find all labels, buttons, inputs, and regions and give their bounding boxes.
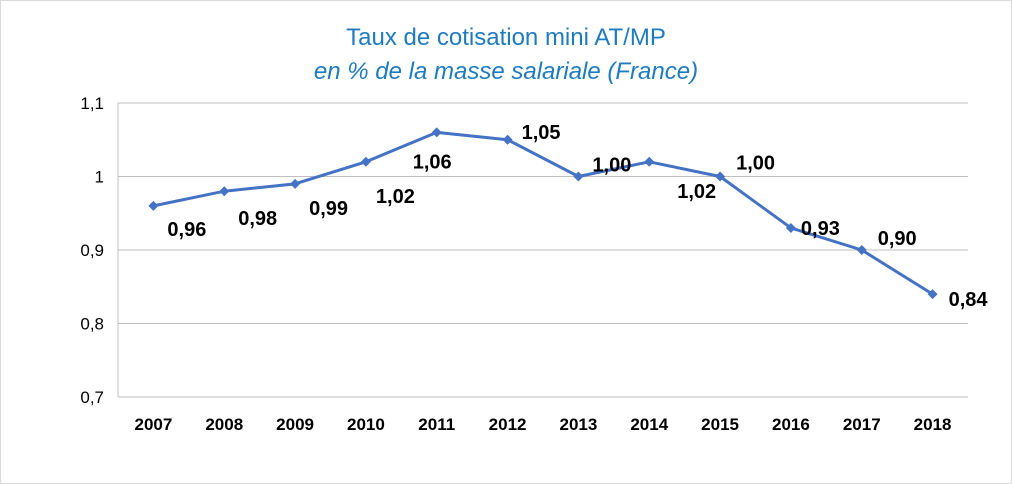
x-tick-label: 2017 bbox=[843, 415, 881, 434]
y-tick-label: 1 bbox=[95, 168, 104, 187]
data-point-marker bbox=[785, 222, 796, 233]
series-line bbox=[153, 130, 934, 296]
x-tick-label: 2013 bbox=[560, 415, 598, 434]
y-tick-label: 0,9 bbox=[80, 241, 104, 260]
data-label: 0,93 bbox=[801, 218, 840, 240]
data-label: 0,96 bbox=[167, 219, 206, 241]
x-axis-ticks: 2007 2008 2009 2010 2011 2012 2013 2014 2015 2016… bbox=[135, 415, 952, 434]
data-point-marker bbox=[360, 156, 371, 167]
data-point-marker bbox=[715, 171, 726, 182]
data-point-marker bbox=[290, 178, 301, 189]
data-label: 1,06 bbox=[413, 151, 452, 173]
x-tick-label: 2009 bbox=[276, 415, 314, 434]
data-label: 1,02 bbox=[376, 186, 415, 208]
x-tick-label: 2008 bbox=[205, 415, 243, 434]
data-labels: 0,96 0,98 0,99 1,02 1,06 1,05 1,00 1,02 1,00 0,93… bbox=[167, 122, 988, 311]
series-group bbox=[148, 127, 938, 300]
data-label: 1,00 bbox=[592, 155, 631, 177]
y-axis-ticks: 0,7 0,8 0,9 1 1,1 bbox=[80, 94, 104, 407]
data-label: 0,90 bbox=[878, 228, 917, 250]
chart-title: Taux de cotisation mini AT/MP bbox=[346, 24, 666, 51]
data-point-marker bbox=[927, 289, 938, 300]
y-tick-label: 0,8 bbox=[80, 315, 104, 334]
y-tick-label: 1,1 bbox=[80, 94, 104, 113]
data-point-marker bbox=[644, 156, 655, 167]
data-label: 0,98 bbox=[238, 208, 277, 230]
data-label: 1,05 bbox=[522, 122, 561, 144]
x-tick-label: 2014 bbox=[630, 415, 668, 434]
data-point-marker bbox=[148, 200, 159, 211]
data-point-marker bbox=[573, 171, 584, 182]
x-tick-label: 2016 bbox=[772, 415, 810, 434]
data-label: 1,00 bbox=[736, 153, 775, 175]
y-tick-label: 0,7 bbox=[80, 388, 104, 407]
data-point-marker bbox=[219, 186, 230, 197]
data-label: 1,02 bbox=[677, 181, 716, 203]
data-point-marker bbox=[502, 134, 513, 145]
x-tick-label: 2011 bbox=[418, 415, 455, 434]
data-label: 0,84 bbox=[949, 289, 989, 311]
data-label: 0,99 bbox=[309, 198, 348, 220]
chart-subtitle: en % de la masse salariale (France) bbox=[313, 58, 699, 85]
x-tick-label: 2018 bbox=[914, 415, 952, 434]
x-tick-label: 2012 bbox=[489, 415, 527, 434]
x-tick-label: 2010 bbox=[347, 415, 385, 434]
gridlines bbox=[117, 102, 968, 398]
x-tick-label: 2007 bbox=[135, 415, 173, 434]
data-point-marker bbox=[856, 245, 867, 255]
x-tick-label: 2015 bbox=[701, 415, 739, 434]
data-point-marker bbox=[431, 127, 442, 138]
